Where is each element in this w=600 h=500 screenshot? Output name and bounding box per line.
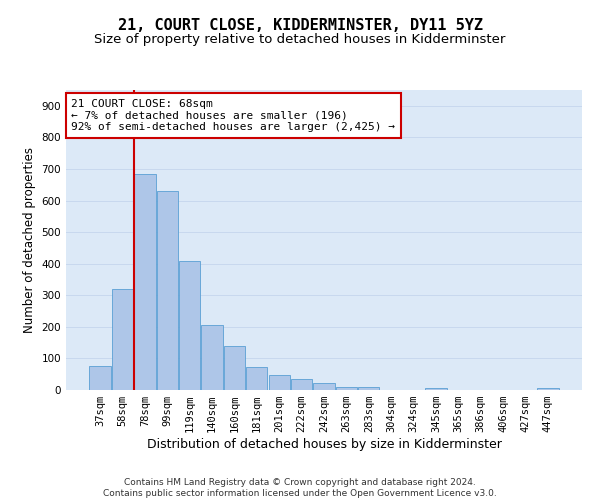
Bar bbox=[89, 366, 111, 390]
Bar bbox=[157, 191, 178, 390]
Bar bbox=[112, 289, 133, 390]
X-axis label: Distribution of detached houses by size in Kidderminster: Distribution of detached houses by size … bbox=[146, 438, 502, 451]
Bar bbox=[358, 388, 379, 390]
Bar bbox=[269, 375, 290, 390]
Bar bbox=[246, 368, 268, 390]
Bar bbox=[313, 383, 335, 390]
Y-axis label: Number of detached properties: Number of detached properties bbox=[23, 147, 36, 333]
Text: Contains HM Land Registry data © Crown copyright and database right 2024.
Contai: Contains HM Land Registry data © Crown c… bbox=[103, 478, 497, 498]
Bar bbox=[224, 346, 245, 390]
Bar bbox=[179, 260, 200, 390]
Text: 21 COURT CLOSE: 68sqm
← 7% of detached houses are smaller (196)
92% of semi-deta: 21 COURT CLOSE: 68sqm ← 7% of detached h… bbox=[71, 99, 395, 132]
Text: 21, COURT CLOSE, KIDDERMINSTER, DY11 5YZ: 21, COURT CLOSE, KIDDERMINSTER, DY11 5YZ bbox=[118, 18, 482, 32]
Bar bbox=[291, 379, 312, 390]
Bar bbox=[202, 324, 223, 390]
Bar bbox=[425, 388, 446, 390]
Text: Size of property relative to detached houses in Kidderminster: Size of property relative to detached ho… bbox=[94, 32, 506, 46]
Bar bbox=[336, 387, 357, 390]
Bar bbox=[537, 388, 559, 390]
Bar bbox=[134, 174, 155, 390]
